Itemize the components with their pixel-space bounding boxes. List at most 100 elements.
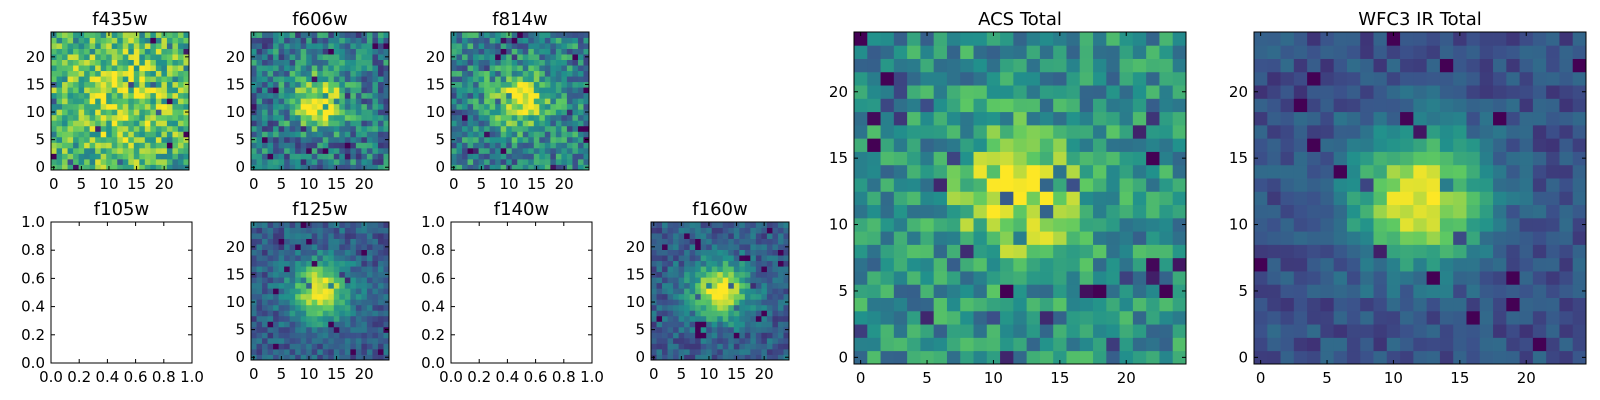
heatmap-cell xyxy=(744,233,751,239)
heatmap-cell xyxy=(1254,58,1268,73)
heatmap-cell xyxy=(100,109,107,116)
heatmap-cell xyxy=(256,147,263,154)
heatmap-cell xyxy=(111,120,118,127)
heatmap-cell xyxy=(73,81,79,88)
heatmap-cell xyxy=(651,293,657,300)
heatmap-cell xyxy=(544,164,551,171)
heatmap-cell xyxy=(478,76,485,83)
heatmap-cell xyxy=(462,43,468,49)
heatmap-cell xyxy=(739,326,746,333)
heatmap-cell xyxy=(284,109,291,116)
heatmap-cell xyxy=(946,178,961,192)
heatmap-cell xyxy=(311,103,318,110)
heatmap-cell xyxy=(256,282,263,289)
heatmap-cell xyxy=(506,114,513,121)
heatmap-cell xyxy=(495,59,502,66)
heatmap-cell xyxy=(1479,337,1494,352)
heatmap-cell xyxy=(1546,350,1560,365)
heatmap-cell xyxy=(1506,151,1520,166)
heatmap-cell xyxy=(1146,337,1160,352)
heatmap-cell xyxy=(1106,191,1120,206)
heatmap-cell xyxy=(339,65,346,72)
heatmap-cell xyxy=(733,244,740,250)
heatmap-cell xyxy=(1373,111,1388,126)
heatmap-cell xyxy=(667,277,674,284)
heatmap-cell xyxy=(56,153,63,160)
heatmap-cell xyxy=(689,326,696,333)
heatmap-cell xyxy=(56,32,63,38)
heatmap-cell xyxy=(1439,310,1454,325)
heatmap-cell xyxy=(772,332,779,339)
heatmap-cell xyxy=(328,332,335,339)
heatmap-cell xyxy=(854,71,868,86)
heatmap-cell xyxy=(1079,204,1094,219)
heatmap-cell xyxy=(284,332,291,339)
heatmap-cell xyxy=(893,337,908,352)
x-tick-label: 10 xyxy=(699,365,718,383)
heatmap-cell xyxy=(656,266,663,273)
heatmap-cell xyxy=(700,260,707,267)
heatmap-cell xyxy=(1506,350,1520,365)
heatmap-cell xyxy=(706,326,713,333)
heatmap-cell xyxy=(695,238,702,245)
heatmap-cell xyxy=(772,310,779,317)
heatmap-cell xyxy=(656,233,663,239)
heatmap-cell xyxy=(1559,71,1574,86)
heatmap-cell xyxy=(133,98,140,105)
heatmap-cell xyxy=(1066,58,1081,73)
heatmap-cell xyxy=(284,92,291,99)
heatmap-cell xyxy=(306,114,313,121)
heatmap-cell xyxy=(722,315,729,322)
heatmap-cell xyxy=(533,59,540,66)
heatmap-cell xyxy=(251,277,257,284)
heatmap-cell xyxy=(383,255,390,262)
heatmap-cell xyxy=(1026,271,1041,285)
heatmap-cell xyxy=(667,249,674,256)
heatmap-cell xyxy=(306,125,313,132)
heatmap-cell xyxy=(267,92,274,99)
heatmap-cell xyxy=(339,277,346,284)
heatmap-cell xyxy=(73,158,79,165)
heatmap-cell xyxy=(372,222,379,228)
heatmap-cell xyxy=(506,109,513,116)
heatmap-cell xyxy=(155,87,162,94)
heatmap-cell xyxy=(355,348,362,355)
heatmap-cell xyxy=(467,164,474,171)
heatmap-cell xyxy=(273,76,279,83)
heatmap-cell xyxy=(689,310,696,317)
heatmap-cell xyxy=(722,238,729,245)
heatmap-cell xyxy=(867,58,881,73)
heatmap-cell xyxy=(251,332,257,339)
heatmap-cell xyxy=(300,354,307,361)
heatmap-cell xyxy=(667,326,674,333)
heatmap-cell xyxy=(1013,32,1028,46)
heatmap-cell xyxy=(1346,204,1361,219)
heatmap-cell xyxy=(528,92,535,99)
heatmap-cell xyxy=(183,43,190,49)
heatmap-cell xyxy=(739,332,746,339)
heatmap-cell xyxy=(1413,257,1428,272)
heatmap-cell xyxy=(1093,297,1107,312)
heatmap-cell xyxy=(155,65,162,72)
heatmap-cell xyxy=(1280,244,1295,259)
heatmap-cell xyxy=(267,271,274,278)
heatmap-cell xyxy=(572,103,579,110)
heatmap-cell xyxy=(183,59,190,66)
heatmap-cell xyxy=(339,98,346,105)
heatmap-cell xyxy=(256,120,263,127)
heatmap-cell xyxy=(1320,244,1335,259)
heatmap-cell xyxy=(139,37,146,44)
heatmap-cell xyxy=(1386,284,1401,298)
heatmap-cell xyxy=(322,158,329,165)
heatmap-cell xyxy=(350,321,357,328)
heatmap-cell xyxy=(561,37,568,44)
heatmap-cell xyxy=(728,304,735,311)
heatmap-cell xyxy=(150,142,157,149)
heatmap-cell xyxy=(973,151,988,166)
heatmap-cell xyxy=(451,48,457,55)
heatmap-cell xyxy=(1106,124,1120,139)
heatmap-cell xyxy=(306,142,313,149)
heatmap-cell xyxy=(1466,244,1481,259)
heatmap-cell xyxy=(1373,350,1388,365)
